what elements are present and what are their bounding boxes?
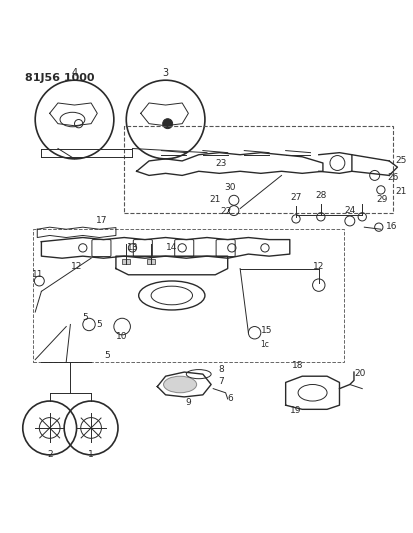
- Text: 26: 26: [386, 173, 397, 182]
- Text: 9: 9: [185, 398, 191, 407]
- Text: 1c: 1c: [260, 340, 269, 349]
- Text: 5: 5: [96, 319, 102, 328]
- Text: 25: 25: [394, 156, 406, 165]
- Ellipse shape: [163, 376, 196, 393]
- Text: 14: 14: [166, 243, 177, 252]
- Text: 11: 11: [31, 270, 43, 279]
- Text: 2: 2: [47, 450, 52, 459]
- Text: 1: 1: [88, 450, 94, 459]
- Text: 23: 23: [215, 158, 227, 167]
- Text: 19: 19: [290, 407, 301, 415]
- Text: 30: 30: [223, 183, 235, 192]
- Text: 6: 6: [226, 394, 232, 403]
- Text: 22: 22: [219, 206, 231, 215]
- FancyBboxPatch shape: [147, 260, 155, 264]
- Text: 7: 7: [218, 377, 224, 386]
- Text: 8: 8: [218, 365, 224, 374]
- Text: 18: 18: [292, 361, 303, 370]
- Text: 15: 15: [261, 326, 272, 335]
- Text: 20: 20: [354, 369, 365, 378]
- Circle shape: [162, 119, 172, 128]
- Text: 5: 5: [104, 351, 110, 360]
- Text: 29: 29: [376, 195, 387, 204]
- Text: 21: 21: [394, 188, 406, 197]
- Text: 3: 3: [162, 68, 168, 78]
- FancyBboxPatch shape: [122, 260, 130, 264]
- Text: 16: 16: [385, 222, 396, 231]
- Text: 4: 4: [71, 68, 77, 78]
- Text: 10: 10: [116, 332, 128, 341]
- Text: 28: 28: [314, 191, 326, 200]
- Text: 12: 12: [312, 262, 324, 271]
- Text: 5: 5: [82, 313, 88, 322]
- Text: 81J56 1000: 81J56 1000: [25, 73, 94, 83]
- Text: 13: 13: [126, 243, 138, 252]
- Text: 24: 24: [343, 206, 355, 215]
- Text: 17: 17: [95, 216, 107, 225]
- Text: 21: 21: [209, 195, 221, 204]
- Text: 27: 27: [290, 193, 301, 202]
- Text: 12: 12: [71, 262, 82, 271]
